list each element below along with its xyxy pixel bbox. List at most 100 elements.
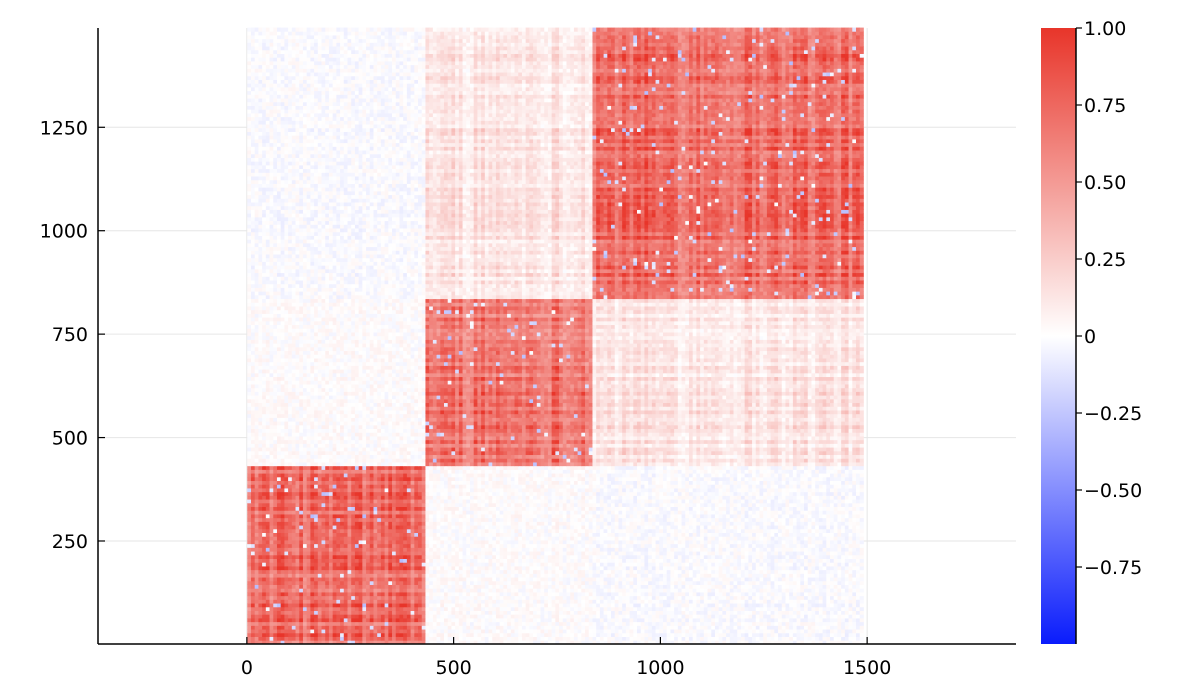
heatmap-cell (440, 540, 444, 544)
heatmap-cell (385, 618, 389, 622)
heatmap-cell (407, 577, 411, 581)
heatmap-cell (284, 570, 288, 574)
heatmap-cell (804, 592, 808, 596)
heatmap-cell (418, 540, 422, 544)
heatmap-cell (693, 596, 697, 600)
heatmap-cell (388, 607, 392, 611)
heatmap-cell (845, 633, 849, 637)
heatmap-cell (578, 588, 582, 592)
heatmap-cell (804, 607, 808, 611)
heatmap-cell (841, 625, 845, 629)
heatmap-cell (670, 540, 674, 544)
heatmap-cell (448, 585, 452, 589)
heatmap-cell (385, 629, 389, 633)
heatmap-cell (533, 588, 537, 592)
heatmap-cell (537, 618, 541, 622)
heatmap-cell (578, 592, 582, 596)
heatmap-cell (618, 573, 622, 577)
heatmap-cell (437, 544, 441, 548)
heatmap-cell (652, 573, 656, 577)
heatmap-cell (748, 629, 752, 633)
heatmap-cell (548, 611, 552, 615)
heatmap-cell (396, 566, 400, 570)
heatmap-cell (685, 536, 689, 540)
heatmap-cell (626, 570, 630, 574)
heatmap-cell (804, 544, 808, 548)
heatmap-cell (544, 599, 548, 603)
heatmap-cell (422, 551, 426, 555)
heatmap-cell (622, 536, 626, 540)
heatmap-cell (503, 533, 507, 537)
heatmap-cell (448, 536, 452, 540)
heatmap-cell (344, 637, 348, 641)
heatmap-cell (823, 633, 827, 637)
heatmap-cell (834, 603, 838, 607)
heatmap-cell (856, 611, 860, 615)
heatmap-cell (852, 633, 856, 637)
heatmap-cell (849, 577, 853, 581)
heatmap-cell (745, 618, 749, 622)
heatmap-cell (752, 533, 756, 537)
heatmap-cell (696, 599, 700, 603)
heatmap-cell (574, 540, 578, 544)
heatmap-cell (336, 611, 340, 615)
heatmap-cell (377, 629, 381, 633)
heatmap-cell (258, 559, 262, 563)
heatmap-cell (622, 614, 626, 618)
heatmap-cell (515, 559, 519, 563)
heatmap-cell (685, 599, 689, 603)
heatmap-cell (392, 577, 396, 581)
heatmap-cell (711, 555, 715, 559)
heatmap-cell (322, 570, 326, 574)
heatmap-cell (737, 577, 741, 581)
heatmap-cell (607, 637, 611, 641)
heatmap-cell (656, 577, 660, 581)
heatmap-cell (797, 559, 801, 563)
heatmap-cell (414, 629, 418, 633)
heatmap-cell (830, 633, 834, 637)
heatmap-cell (537, 611, 541, 615)
heatmap-cell (559, 637, 563, 641)
heatmap-cell (674, 544, 678, 548)
heatmap-cell (834, 566, 838, 570)
heatmap-cell (552, 540, 556, 544)
heatmap-cell (815, 629, 819, 633)
heatmap-cell (555, 555, 559, 559)
heatmap-cell (626, 637, 630, 641)
heatmap-cell (696, 588, 700, 592)
heatmap-cell (507, 562, 511, 566)
heatmap-cell (548, 588, 552, 592)
heatmap-cell (344, 585, 348, 589)
heatmap-cell (778, 551, 782, 555)
heatmap-cell (273, 559, 277, 563)
heatmap-cell (700, 581, 704, 585)
heatmap-cell (834, 592, 838, 596)
heatmap-cell (715, 547, 719, 551)
heatmap-cell (696, 555, 700, 559)
heatmap-cell (500, 603, 504, 607)
heatmap-cell (247, 607, 251, 611)
heatmap-cell (752, 551, 756, 555)
heatmap-cell (266, 551, 270, 555)
heatmap-cell (407, 555, 411, 559)
heatmap-cell (644, 536, 648, 540)
heatmap-cell (600, 603, 604, 607)
heatmap-cell (849, 596, 853, 600)
heatmap-cell (377, 622, 381, 626)
heatmap-cell (722, 555, 726, 559)
heatmap-cell (592, 551, 596, 555)
heatmap-cell (585, 562, 589, 566)
heatmap-cell (381, 637, 385, 641)
heatmap-cell (667, 544, 671, 548)
heatmap-cell (500, 533, 504, 537)
heatmap-cell (782, 555, 786, 559)
heatmap-cell (849, 559, 853, 563)
heatmap-cell (830, 533, 834, 537)
heatmap-cell (385, 625, 389, 629)
heatmap-cell (771, 592, 775, 596)
heatmap-cell (830, 614, 834, 618)
heatmap-cell (507, 544, 511, 548)
heatmap-cell (800, 536, 804, 540)
heatmap-cell (774, 585, 778, 589)
heatmap-cell (388, 559, 392, 563)
